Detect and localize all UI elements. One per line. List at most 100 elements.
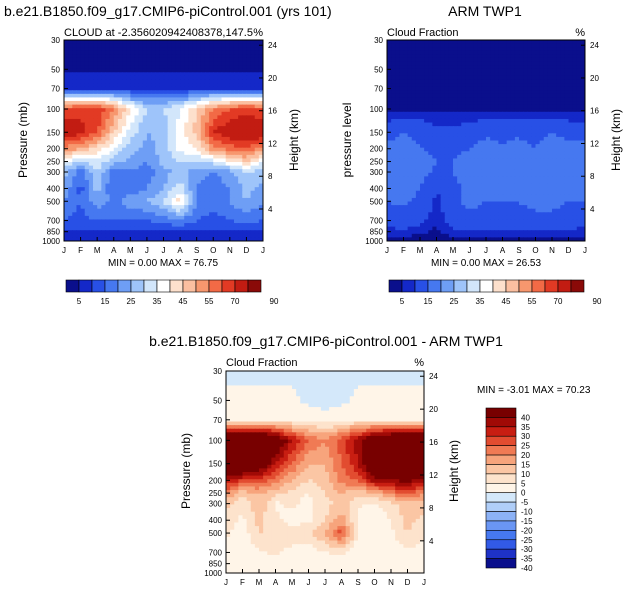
heatmap-cell: [126, 40, 131, 45]
heatmap-cell: [552, 97, 557, 102]
heatmap-cell: [250, 179, 256, 185]
heatmap-cell: [213, 194, 218, 199]
heatmap-cell: [229, 75, 235, 81]
heatmap-cell: [444, 101, 450, 106]
heatmap-cell: [221, 144, 227, 149]
heatmap-cell: [229, 97, 235, 102]
heatmap-cell: [93, 140, 98, 145]
heatmap-cell: [155, 219, 160, 224]
heatmap-cell: [113, 140, 119, 145]
heatmap-cell: [506, 104, 512, 109]
heatmap-cell: [523, 83, 528, 88]
heatmap-cell: [155, 208, 160, 213]
heatmap-cell: [465, 201, 471, 206]
heatmap-cell: [469, 172, 475, 177]
heatmap-cell: [254, 165, 260, 170]
heatmap-cell: [481, 57, 487, 63]
heatmap-cell: [163, 194, 169, 199]
heatmap-cell: [568, 83, 574, 88]
heatmap-cell: [246, 179, 252, 185]
heatmap-cell: [415, 104, 421, 109]
heatmap-cell: [242, 158, 248, 163]
heatmap-cell: [204, 93, 210, 99]
heatmap-cell: [238, 169, 243, 174]
heatmap-cell: [88, 151, 94, 156]
heatmap-cell: [225, 233, 231, 239]
heatmap-cell: [387, 104, 392, 109]
heatmap-cell: [171, 40, 177, 45]
heatmap-cell: [126, 54, 131, 59]
heatmap-cell: [97, 237, 102, 241]
heatmap-cell: [184, 40, 189, 45]
heatmap-cell: [93, 179, 98, 185]
heatmap-cell: [105, 75, 111, 81]
heatmap-cell: [188, 79, 194, 84]
heatmap-cell: [432, 126, 438, 131]
heatmap-cell: [221, 61, 227, 66]
heatmap-cell: [101, 129, 107, 134]
heatmap-cell: [146, 93, 152, 99]
heatmap-cell: [93, 118, 98, 124]
heatmap-cell: [547, 61, 553, 66]
heatmap-cell: [448, 158, 454, 163]
heatmap-cell: [519, 115, 524, 120]
heatmap-cell: [138, 172, 144, 177]
heatmap-cell: [395, 79, 400, 84]
heatmap-cell: [233, 147, 239, 152]
heatmap-cell: [109, 237, 115, 241]
heatmap-cell: [415, 79, 421, 84]
heatmap-cell: [138, 237, 144, 241]
heatmap-cell: [229, 230, 235, 235]
heatmap-cell: [254, 140, 260, 145]
heatmap-cell: [453, 179, 458, 185]
heatmap-cell: [167, 208, 173, 213]
heatmap-cell: [213, 201, 218, 206]
heatmap-cell: [175, 223, 181, 228]
heatmap-cell: [502, 165, 508, 170]
heatmap-cell: [448, 151, 454, 156]
heatmap-cell: [461, 165, 466, 170]
heatmap-cell: [572, 187, 578, 192]
heatmap-cell: [440, 101, 446, 106]
heatmap-cell: [192, 219, 198, 224]
heatmap-cell: [457, 165, 462, 170]
heatmap-cell: [403, 194, 409, 199]
heatmap-cell: [142, 40, 148, 45]
heatmap-cell: [436, 190, 442, 195]
heatmap-cell: [213, 205, 218, 210]
heatmap-cell: [221, 208, 227, 213]
heatmap-cell: [519, 65, 524, 70]
heatmap-cell: [407, 126, 413, 131]
heatmap-cell: [80, 65, 86, 70]
heatmap-cell: [93, 151, 98, 156]
heatmap-cell: [428, 40, 433, 45]
heatmap-cell: [399, 93, 405, 99]
heatmap-cell: [461, 183, 466, 188]
heatmap-cell: [117, 68, 123, 73]
heatmap-cell: [88, 201, 94, 206]
heatmap-cell: [481, 158, 487, 163]
heatmap-cell: [576, 190, 582, 195]
heatmap-cell: [432, 197, 438, 203]
heatmap-cell: [130, 179, 136, 185]
heatmap-cell: [180, 226, 185, 231]
heatmap-cell: [122, 90, 127, 95]
heatmap-cell: [461, 90, 466, 95]
heatmap-cell: [477, 79, 483, 84]
heatmap-cell: [453, 162, 458, 167]
heatmap-cell: [465, 183, 471, 188]
heatmap-cell: [543, 179, 549, 185]
heatmap-cell: [473, 194, 479, 199]
heatmap-cell: [395, 111, 400, 116]
heatmap-cell: [171, 65, 177, 70]
heatmap-cell: [391, 194, 396, 199]
heatmap-cell: [568, 90, 574, 95]
heatmap-cell: [64, 212, 69, 217]
heatmap-cell: [138, 179, 144, 185]
heatmap-cell: [229, 190, 235, 195]
heatmap-cell: [217, 201, 223, 206]
heatmap-cell: [109, 197, 115, 203]
heatmap-cell: [151, 61, 156, 66]
heatmap-cell: [403, 40, 409, 45]
heatmap-cell: [155, 169, 160, 174]
